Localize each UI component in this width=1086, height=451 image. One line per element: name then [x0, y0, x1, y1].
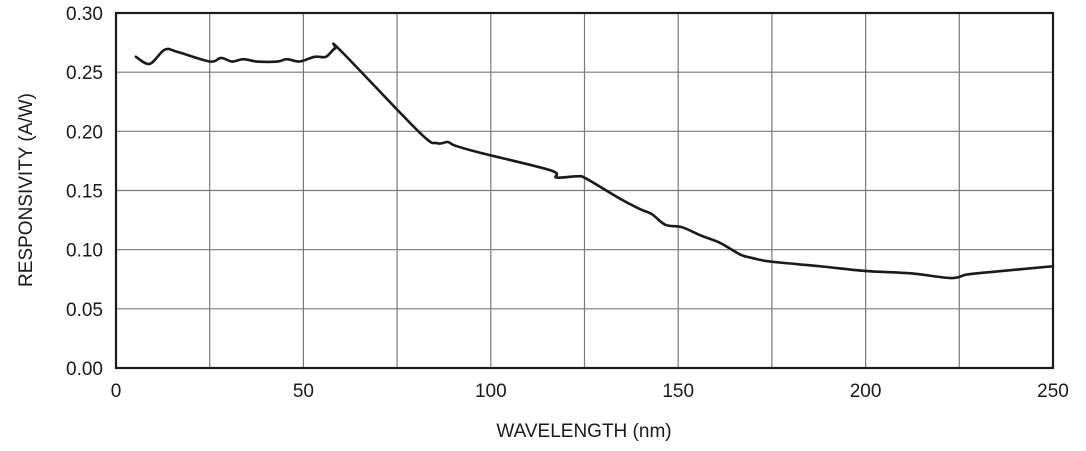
- y-tick-label: 0.25: [66, 63, 103, 84]
- y-tick-label: 0.05: [66, 300, 103, 321]
- y-tick-label: 0.30: [66, 4, 103, 25]
- x-tick-label: 250: [1037, 381, 1069, 402]
- x-tick-label: 150: [662, 381, 694, 402]
- x-axis-label: WAVELENGTH (nm): [496, 421, 671, 442]
- x-tick-label: 200: [850, 381, 882, 402]
- grid: [116, 13, 1053, 368]
- series-line-responsivity: [134, 42, 1055, 280]
- tick-labels: 0 50 100 150 200 250 0.00 0.05 0.10 0.15 0.20 0.25 0…: [66, 4, 1069, 402]
- y-tick-label: 0.10: [66, 241, 103, 262]
- y-tick-label: 0.20: [66, 122, 103, 143]
- x-tick-label: 100: [475, 381, 507, 402]
- plot-frame: [114, 11, 1055, 370]
- y-tick-label: 0.15: [66, 182, 103, 203]
- y-axis-label: RESPONSIVITY (A/W): [16, 93, 37, 287]
- x-tick-label: 0: [111, 381, 122, 402]
- x-tick-label: 50: [293, 381, 314, 402]
- y-tick-label: 0.00: [66, 359, 103, 380]
